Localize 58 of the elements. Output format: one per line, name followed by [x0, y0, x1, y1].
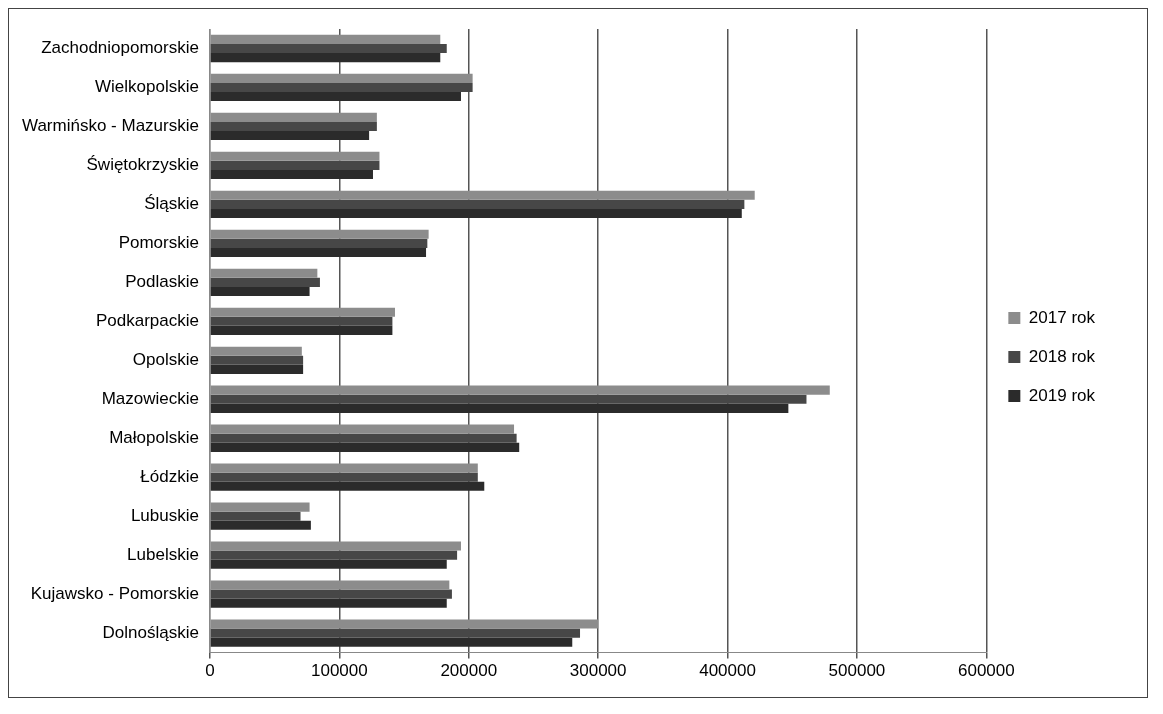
y-tick-label: Warmińsko - Mazurskie — [21, 116, 199, 136]
bar — [210, 325, 393, 335]
bar — [210, 199, 745, 209]
bar — [210, 286, 310, 296]
bar — [210, 637, 573, 647]
y-tick-label: Lubelskie — [127, 544, 199, 564]
bar — [210, 598, 447, 608]
bar — [210, 247, 427, 257]
bar — [210, 53, 441, 63]
bar — [210, 92, 461, 102]
y-tick-label: Wielkopolskie — [95, 77, 199, 97]
bar — [210, 208, 742, 219]
bar — [210, 364, 304, 374]
bar — [210, 472, 478, 482]
y-tick-label: Lubuskie — [130, 505, 199, 525]
bar — [210, 559, 447, 569]
x-tick-label: 400000 — [699, 661, 756, 681]
bar — [210, 550, 458, 560]
legend-label: 2018 rok — [1028, 346, 1096, 366]
legend-label: 2019 rok — [1028, 385, 1096, 405]
y-tick-label: Opolskie — [132, 349, 199, 369]
bar — [210, 82, 473, 93]
x-tick-label: 600000 — [957, 661, 1015, 681]
y-tick-label: Mazowieckie — [101, 388, 199, 408]
x-tick-label: 100000 — [310, 661, 368, 681]
y-tick-label: Małopolskie — [109, 427, 199, 447]
y-tick-label: Podlaskie — [125, 272, 199, 292]
bar — [210, 316, 393, 326]
x-tick-label: 300000 — [569, 661, 627, 681]
bar — [210, 520, 311, 530]
bar — [210, 130, 370, 141]
x-tick-label: 500000 — [828, 661, 886, 681]
legend-label: 2017 rok — [1028, 307, 1096, 327]
bar — [210, 169, 373, 180]
y-tick-label: Dolnośląskie — [102, 622, 199, 642]
bar — [210, 394, 807, 404]
y-tick-label: Zachodniopomorskie — [41, 38, 199, 58]
y-tick-label: Świętokrzyskie — [86, 155, 199, 175]
bar — [210, 277, 320, 287]
bar — [210, 442, 520, 452]
y-tick-label: Kujawsko - Pomorskie — [30, 583, 199, 603]
x-tick-label: 200000 — [440, 661, 498, 681]
y-tick-label: Pomorskie — [118, 233, 199, 253]
bar — [210, 481, 485, 491]
bar — [210, 403, 789, 413]
bar — [210, 121, 377, 131]
bar — [210, 355, 304, 365]
y-tick-label: Śląskie — [144, 194, 199, 214]
y-tick-label: Łódzkie — [140, 466, 199, 486]
bar — [210, 238, 428, 248]
y-tick-label: Podkarpackie — [95, 311, 199, 330]
bar — [210, 511, 301, 521]
bar — [210, 43, 447, 54]
x-tick-label: 0 — [205, 661, 215, 681]
bar — [210, 589, 452, 599]
bar — [210, 160, 380, 170]
bar — [210, 628, 581, 638]
bar — [210, 433, 517, 443]
